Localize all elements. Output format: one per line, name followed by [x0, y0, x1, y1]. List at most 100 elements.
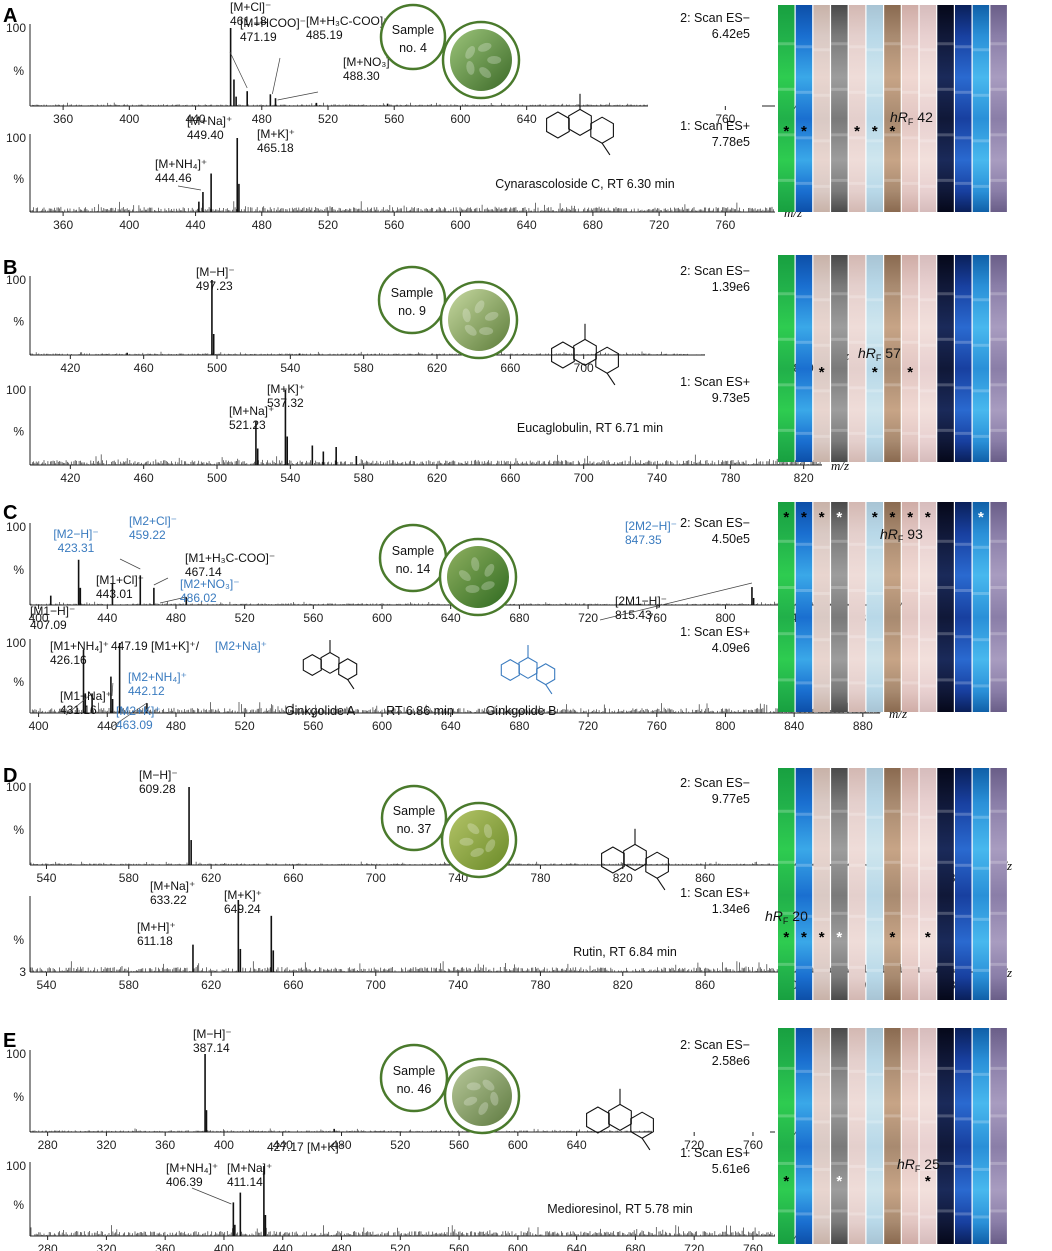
tlc-band [848, 136, 866, 140]
structure-ring [630, 1111, 654, 1139]
tlc-lane [937, 255, 954, 462]
tlc-lane [778, 1028, 795, 1244]
tlc-band [955, 431, 972, 435]
annotation-ion: [M−H]⁻ [196, 265, 235, 279]
annotation-mz: 467.14 [185, 565, 222, 579]
tlc-lane [848, 502, 866, 712]
x-tick-label: 620 [201, 978, 221, 992]
tlc-band [972, 48, 990, 52]
tlc-band [955, 1164, 972, 1168]
scan-intensity: 6.42e5 [712, 27, 750, 41]
tlc-band [778, 337, 795, 341]
zone-marker: * [925, 1173, 931, 1190]
tlc-band [919, 917, 937, 921]
zone-marker: * [890, 509, 896, 526]
tlc-band [955, 635, 972, 639]
annotation-mz: 486.02 [180, 591, 217, 605]
scan-mode: 2: Scan ES− [680, 264, 750, 278]
tlc-band [972, 592, 990, 595]
sample-label-circle [377, 265, 447, 335]
tlc-band [813, 866, 830, 870]
x-tick-label: 700 [366, 978, 386, 992]
tlc-band [919, 48, 937, 52]
annotation-leader [277, 91, 319, 101]
x-tick-label: 800 [715, 611, 735, 625]
annotation-ion: [M+H]⁺ [137, 920, 176, 934]
tlc-band [795, 181, 813, 185]
zone-marker: * [890, 123, 896, 140]
x-tick-label: 820 [794, 471, 814, 485]
sample-label: Sample [391, 286, 433, 300]
structure-ring [573, 338, 597, 367]
y-axis-label: % [13, 315, 24, 329]
structure-ring [595, 346, 619, 374]
tlc-band [866, 93, 883, 97]
tlc-band [778, 383, 795, 387]
zone-marker: * [907, 364, 913, 381]
y-max-label: 100 [6, 273, 26, 287]
x-tick-label: 720 [649, 218, 669, 232]
structure-bond [641, 1137, 651, 1151]
baseline-noise [30, 201, 775, 212]
structure-ring [601, 846, 625, 874]
x-tick-label: 760 [647, 719, 667, 733]
annotation-ion: [M+K]⁺ [257, 127, 295, 141]
tlc-band [795, 1069, 813, 1073]
x-tick-label: 640 [567, 1138, 587, 1152]
x-tick-label: 660 [500, 361, 520, 375]
rt-caption: RT 6.86 min [386, 704, 454, 718]
tlc-band [955, 812, 972, 816]
tlc-lane [884, 5, 901, 212]
tlc-band [990, 962, 1007, 966]
hrf-label: hRF 42 [890, 109, 933, 127]
tlc-band [813, 1120, 830, 1124]
y-min-label: 3 [19, 965, 26, 979]
tlc-lane [813, 768, 830, 1000]
zone-marker: * [854, 123, 860, 140]
structure-bond [601, 142, 611, 156]
tlc-band [813, 917, 830, 921]
x-tick-label: 800 [715, 719, 735, 733]
hrf-label: hRF 57 [858, 345, 901, 363]
tlc-band [778, 809, 795, 813]
tlc-lane [866, 502, 883, 712]
tlc-lane [972, 1028, 990, 1244]
tlc-band [972, 1120, 990, 1124]
tlc-band [813, 638, 830, 642]
zone-marker: * [783, 509, 789, 526]
x-tick-label: 400 [29, 719, 49, 733]
peak-annotation: [M+K]⁺649.24 [224, 888, 262, 916]
annotation-mz: 465.18 [257, 141, 294, 155]
x-tick-label: 680 [509, 719, 529, 733]
x-tick-label: 600 [508, 1138, 528, 1152]
annotation-mz: 406.39 [166, 1175, 203, 1189]
panel-letter: B [3, 257, 17, 279]
tlc-band [972, 343, 990, 347]
tlc-band [831, 632, 848, 636]
tlc-band [990, 1209, 1007, 1213]
annotation-mz: 431.16 [60, 703, 97, 717]
y-max-label: 100 [6, 1159, 26, 1173]
sample-number: no. 9 [398, 304, 426, 318]
scan-mode: 1: Scan ES+ [680, 1146, 750, 1160]
baseline-noise [30, 1128, 652, 1132]
plant-photo [450, 29, 512, 91]
x-tick-label: 720 [684, 1138, 704, 1152]
tlc-lane [919, 768, 937, 1000]
x-tick-label: 780 [720, 471, 740, 485]
annotation-mz: 449.40 [187, 128, 224, 142]
tlc-band [972, 545, 990, 549]
annotation-ion: [M1+Cl]⁻ [96, 573, 144, 587]
tlc-band [901, 812, 919, 816]
x-tick-label: 720 [578, 611, 598, 625]
tlc-band [795, 1212, 813, 1216]
y-axis-label: % [13, 675, 24, 689]
peak-annotation: [M1+Na]⁺431.16 [60, 689, 112, 717]
annotation-mz: 423.31 [58, 541, 95, 555]
x-tick-label: 580 [354, 361, 374, 375]
plant-photo-detail [459, 837, 474, 846]
tlc-band [955, 914, 972, 918]
sample-number: no. 14 [396, 562, 431, 576]
peak-annotation: [M+Cl]⁻461.18 [230, 0, 271, 28]
zone-marker: * [783, 1173, 789, 1190]
